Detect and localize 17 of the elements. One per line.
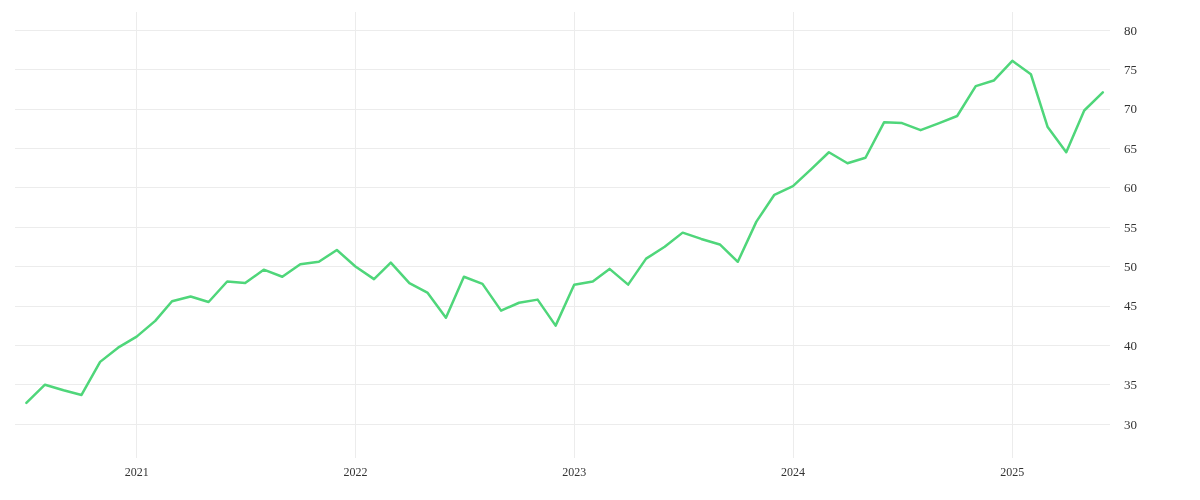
x-tick-label: 2024 [780,465,805,479]
y-tick-label: 45 [1124,298,1137,314]
line-series [25,59,1105,405]
y-tick-label: 65 [1124,140,1137,156]
y-tick-label: 80 [1124,22,1137,38]
y-tick-label: 40 [1124,337,1137,353]
y-tick-label: 30 [1124,416,1137,432]
y-tick-label: 60 [1124,180,1137,196]
x-tick-label: 2023 [562,465,587,479]
y-tick-label: 75 [1124,62,1137,78]
y-tick-label: 70 [1124,101,1137,117]
y-tick-label: 35 [1124,377,1137,393]
y-tick-label: 55 [1124,219,1137,235]
x-tick-label: 2022 [343,465,368,479]
x-tick-label: 2025 [1000,465,1025,479]
x-tick-label: 2021 [124,465,149,479]
y-tick-label: 50 [1124,259,1137,275]
